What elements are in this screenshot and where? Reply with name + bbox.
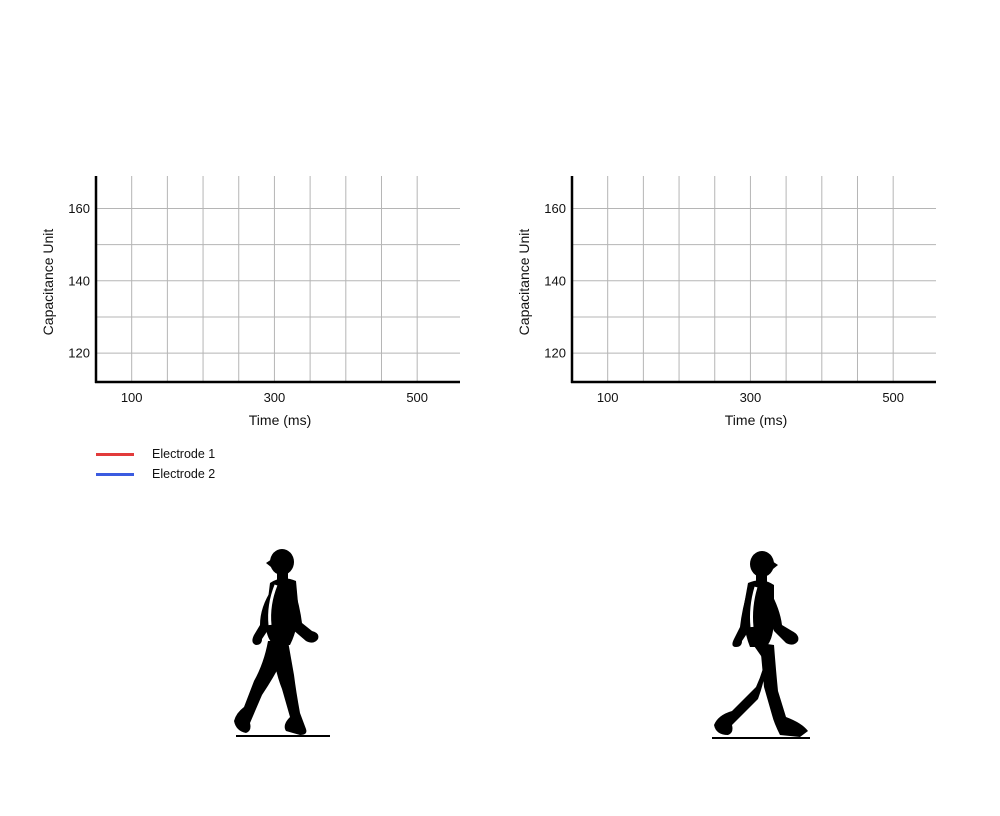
y-axis-label: Capacitance Unit — [516, 229, 532, 336]
y-axis-label: Capacitance Unit — [40, 229, 56, 336]
x-tick-label: 500 — [406, 390, 428, 405]
walking-person-icon — [712, 551, 810, 739]
y-tick-label: 160 — [68, 201, 90, 216]
x-axis-label: Time (ms) — [249, 412, 311, 428]
x-tick-label: 300 — [264, 390, 286, 405]
x-axis-label: Time (ms) — [725, 412, 787, 428]
legend-item-electrode-2: Electrode 2 — [96, 464, 215, 484]
legend-item-electrode-1: Electrode 1 — [96, 444, 215, 464]
y-tick-label: 120 — [68, 346, 90, 361]
y-tick-label: 160 — [544, 201, 566, 216]
legend-swatch-electrode-1 — [96, 452, 134, 456]
x-tick-label: 300 — [740, 390, 762, 405]
legend-label-electrode-2: Electrode 2 — [152, 467, 216, 481]
legend-swatch-electrode-2 — [96, 472, 134, 476]
x-tick-label: 500 — [882, 390, 904, 405]
y-tick-label: 140 — [544, 273, 566, 288]
legend: Electrode 1 Electrode 2 — [96, 444, 215, 484]
y-tick-label: 140 — [68, 273, 90, 288]
chart-right: 100 300 500 120 140 160 Time (ms) Capacitance U… — [516, 176, 936, 428]
y-tick-label: 120 — [544, 346, 566, 361]
x-tick-label: 100 — [121, 390, 143, 405]
x-tick-label: 100 — [597, 390, 619, 405]
walking-person-icon — [234, 549, 330, 737]
chart-left: 100 300 500 120 140 160 Time (ms) Capacitance U… — [40, 176, 460, 428]
legend-label-electrode-1: Electrode 1 — [152, 447, 216, 461]
